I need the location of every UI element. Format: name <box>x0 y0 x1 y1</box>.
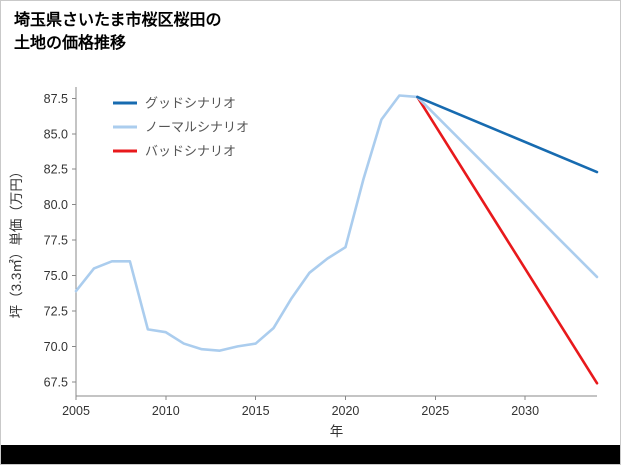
y-tick-label: 80.0 <box>44 198 68 212</box>
x-tick-label: 2025 <box>421 404 449 418</box>
page-title-line2: 土地の価格推移 <box>14 35 127 53</box>
good-scenario-line <box>416 95 599 174</box>
x-axis-label: 年 <box>330 424 344 439</box>
good-scenario-legend-label: グッドシナリオ <box>145 96 236 111</box>
y-tick-label: 72.5 <box>44 304 68 318</box>
normal-scenario-legend-label: ノーマルシナリオ <box>145 120 249 135</box>
x-tick-label: 2015 <box>242 404 270 418</box>
price-chart: 67.5 70.0 72.5 75.0 77.5 80.0 82.5 85.0 87.5 2005… <box>9 87 599 439</box>
x-tick-label: 2010 <box>152 404 180 418</box>
page-title-line1: 埼玉県さいたま市桜区桜田の <box>14 12 222 29</box>
bad-scenario-legend-label: バッドシナリオ <box>145 144 236 159</box>
x-tick-label: 2005 <box>62 404 90 418</box>
y-tick-label: 70.0 <box>44 340 68 354</box>
y-axis-label: 坪（3.3㎡）単価（万円） <box>9 165 24 319</box>
bad-scenario-line <box>416 95 599 385</box>
y-tick-label: 75.0 <box>44 269 68 283</box>
y-tick-label: 77.5 <box>44 234 68 248</box>
y-tick-label: 87.5 <box>44 92 68 106</box>
normal-scenario-line <box>74 94 599 352</box>
page-title: 埼玉県さいたま市桜区桜田の 土地の価格推移 <box>14 9 222 55</box>
x-tick-label: 2030 <box>511 404 539 418</box>
y-tick-label: 85.0 <box>44 127 68 141</box>
y-tick-label: 67.5 <box>44 375 68 389</box>
y-tick-label: 82.5 <box>44 163 68 177</box>
x-tick-label: 2020 <box>332 404 360 418</box>
footer-bar <box>1 445 620 464</box>
